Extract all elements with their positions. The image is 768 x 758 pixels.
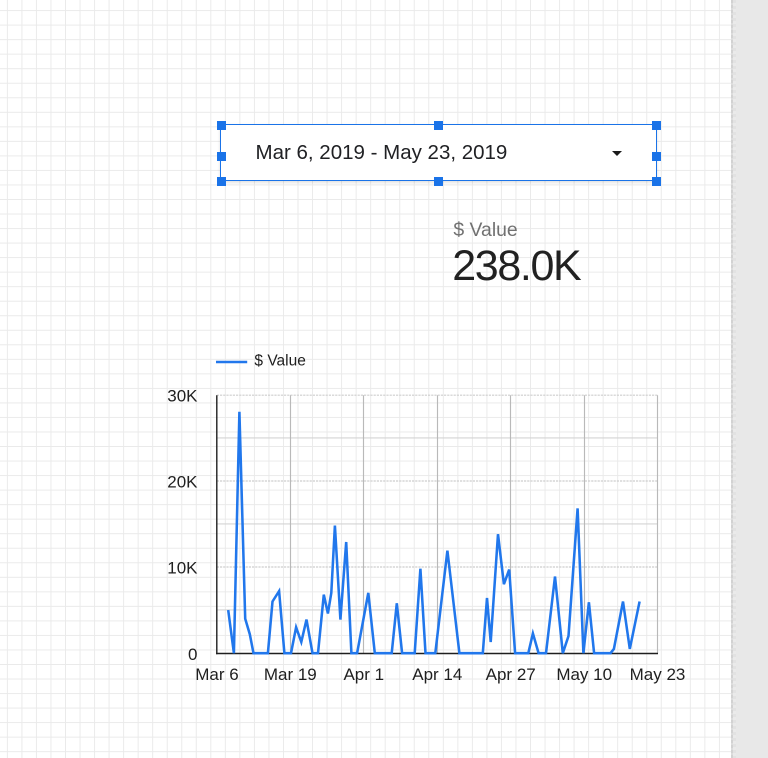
svg-text:30K: 30K <box>167 386 198 405</box>
svg-text:May 23: May 23 <box>630 665 686 684</box>
svg-text:0: 0 <box>188 645 197 664</box>
svg-text:$ Value: $ Value <box>254 353 305 370</box>
svg-text:Mar 19: Mar 19 <box>264 665 317 684</box>
svg-text:Apr 1: Apr 1 <box>343 665 384 684</box>
svg-text:20K: 20K <box>167 472 198 491</box>
svg-text:Apr 27: Apr 27 <box>486 665 536 684</box>
svg-text:Apr 14: Apr 14 <box>412 665 462 684</box>
svg-text:May 10: May 10 <box>556 665 612 684</box>
svg-text:10K: 10K <box>167 558 198 577</box>
svg-text:Mar 6: Mar 6 <box>195 665 238 684</box>
